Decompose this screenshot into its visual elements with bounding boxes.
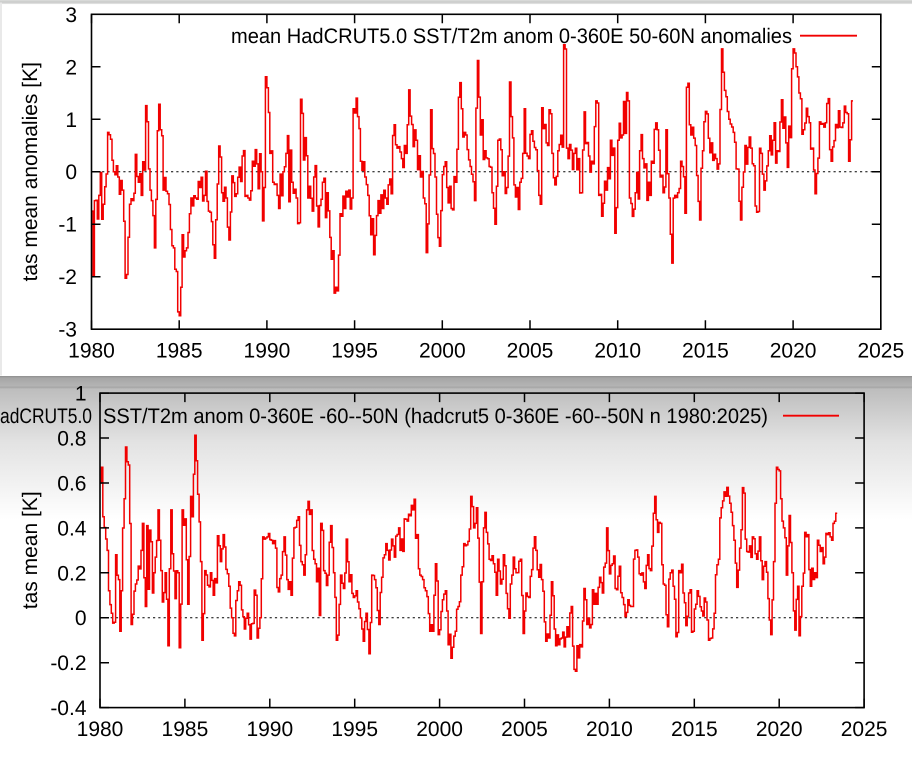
svg-text:1985: 1985: [162, 718, 209, 741]
svg-text:0: 0: [65, 161, 77, 184]
svg-text:1990: 1990: [244, 340, 291, 363]
svg-text:1985: 1985: [156, 340, 203, 363]
svg-text:2020: 2020: [756, 718, 803, 741]
svg-text:tas mean anomalies [K]: tas mean anomalies [K]: [19, 62, 42, 281]
svg-text:0.4: 0.4: [57, 517, 87, 540]
svg-text:1990: 1990: [246, 718, 293, 741]
svg-text:0.8: 0.8: [57, 428, 86, 451]
svg-text:1: 1: [75, 383, 87, 406]
svg-text:3: 3: [65, 4, 77, 27]
svg-text:2015: 2015: [682, 340, 729, 363]
svg-text:2005: 2005: [507, 340, 554, 363]
svg-text:2025: 2025: [857, 340, 904, 363]
svg-text:2020: 2020: [770, 340, 817, 363]
svg-text:2005: 2005: [501, 718, 548, 741]
svg-text:0: 0: [75, 607, 87, 630]
svg-text:SST/T2m anom 0-360E -60--50N (: SST/T2m anom 0-360E -60--50N (hadcrut5 0…: [103, 405, 768, 428]
svg-text:2025: 2025: [841, 718, 888, 741]
svg-text:2010: 2010: [586, 718, 633, 741]
svg-text:adCRUT5.0: adCRUT5.0: [0, 405, 92, 428]
svg-text:tas mean [K]: tas mean [K]: [19, 491, 42, 609]
svg-text:2: 2: [65, 56, 77, 79]
svg-text:2000: 2000: [416, 718, 463, 741]
svg-text:1980: 1980: [77, 718, 124, 741]
svg-text:-2: -2: [58, 266, 77, 289]
svg-text:-0.4: -0.4: [50, 697, 87, 720]
svg-text:-3: -3: [58, 319, 77, 342]
svg-text:0.2: 0.2: [57, 562, 86, 585]
svg-text:2000: 2000: [419, 340, 466, 363]
svg-text:-1: -1: [58, 214, 77, 237]
svg-text:2015: 2015: [671, 718, 718, 741]
svg-text:0.6: 0.6: [57, 473, 86, 496]
svg-text:1980: 1980: [68, 340, 115, 363]
svg-text:2010: 2010: [594, 340, 641, 363]
svg-text:1995: 1995: [331, 718, 378, 741]
svg-text:1995: 1995: [331, 340, 378, 363]
svg-text:mean HadCRUT5.0 SST/T2m anom 0: mean HadCRUT5.0 SST/T2m anom 0-360E 50-6…: [231, 25, 792, 48]
svg-text:-0.2: -0.2: [50, 652, 86, 675]
svg-text:1: 1: [65, 109, 77, 132]
